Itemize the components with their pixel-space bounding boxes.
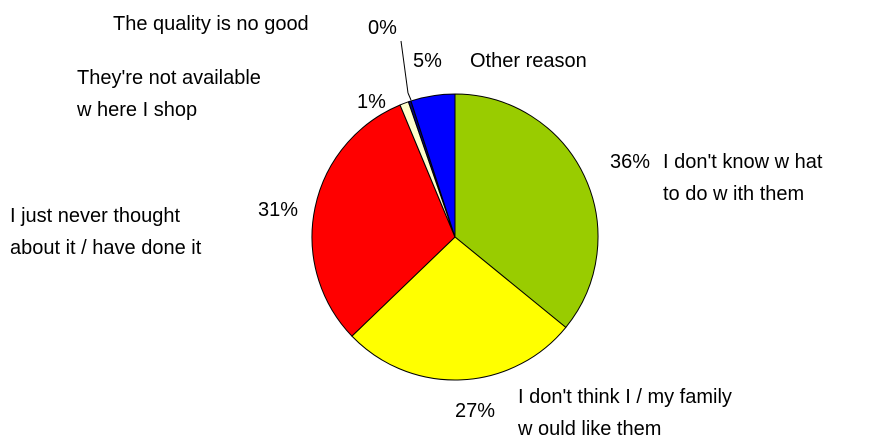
category-label-5: Other reason (470, 50, 587, 72)
category-label-1: I don't think I / my family w ould like t… (517, 386, 732, 440)
percent-label-2: 31% (258, 199, 298, 221)
leader-lines (400, 40, 412, 101)
leader-line-1 (407, 92, 412, 101)
category-label-4: The quality is no good (113, 13, 309, 35)
percent-label-3: 1% (357, 91, 386, 113)
pie-slice-0 (454, 93, 599, 329)
category-label-3: They're not available w here I shop (76, 67, 261, 121)
pie-slices (311, 93, 599, 381)
pie-slice-5 (410, 93, 456, 238)
percent-label-0: 36% (610, 151, 650, 173)
category-label-0: I don't know w hat to do w ith them (663, 151, 823, 205)
percent-label-1: 27% (455, 400, 495, 422)
category-label-2: I just never thought about it / have done… (10, 205, 202, 259)
pie-slice-1 (351, 236, 567, 381)
percent-label-4: 0% (368, 17, 397, 39)
slice-labels: 36% I don't know w hat to do w ith them 27%… (10, 13, 823, 440)
percent-label-5: 5% (413, 50, 442, 72)
leader-line-0 (400, 40, 409, 94)
pie-slice-2 (311, 104, 456, 337)
